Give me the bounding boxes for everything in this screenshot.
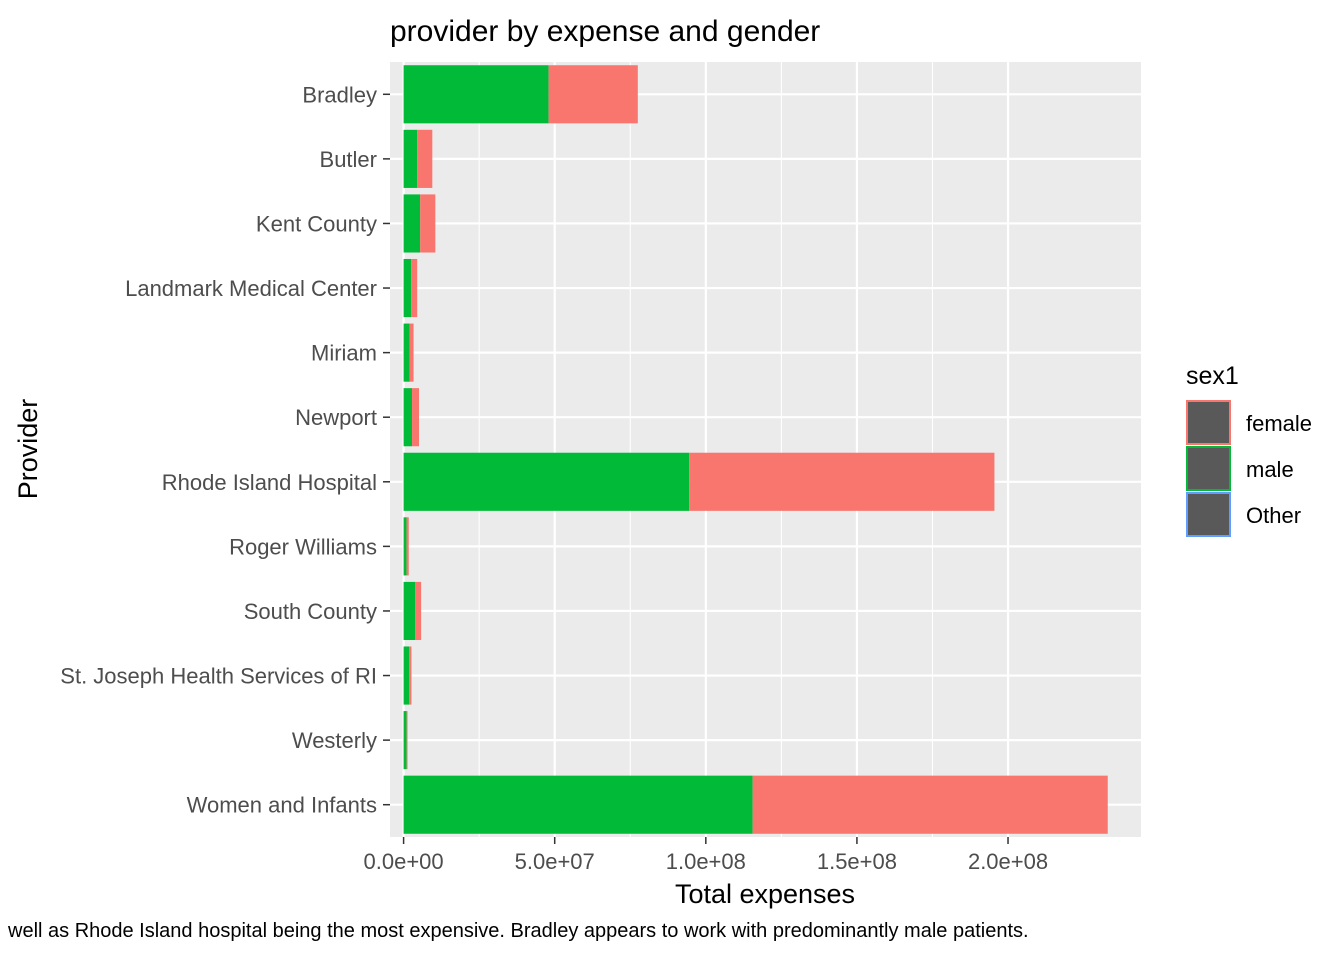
bar-female	[417, 129, 433, 188]
legend-label-male: male	[1246, 457, 1294, 482]
bar-male	[403, 258, 412, 318]
y-tick-label: Newport	[295, 405, 377, 430]
grid-lines	[390, 62, 1141, 837]
legend-label-female: female	[1246, 411, 1312, 436]
bar-male	[403, 452, 690, 511]
y-tick-label: Kent County	[256, 211, 377, 236]
bar-male	[403, 711, 407, 770]
bar-male	[403, 65, 549, 124]
legend: sex1 female male Other	[1186, 362, 1312, 537]
bars	[403, 65, 1108, 834]
y-tick-label: Women and Infants	[187, 793, 377, 818]
bar-female	[412, 388, 420, 447]
bar-male	[403, 581, 416, 641]
y-tick-label: Rhode Island Hospital	[162, 470, 377, 495]
x-tick-label: 2.0e+08	[968, 849, 1048, 874]
x-tick-label: 0.0e+00	[364, 849, 444, 874]
bar-female	[420, 194, 436, 253]
chart-title: provider by expense and gender	[390, 15, 820, 48]
bar-female	[406, 517, 409, 576]
legend-key-male	[1186, 446, 1231, 491]
legend-title: sex1	[1186, 362, 1239, 390]
x-tick-label: 1.0e+08	[666, 849, 746, 874]
bar-male	[403, 194, 421, 253]
legend-label-other: Other	[1246, 503, 1301, 528]
y-tick-label: South County	[244, 599, 377, 624]
bar-female	[409, 323, 414, 382]
bar-male	[403, 517, 407, 576]
bar-female	[415, 581, 422, 641]
y-tick-label: St. Joseph Health Services of RI	[60, 664, 377, 689]
bar-male	[403, 775, 753, 834]
bar-female	[752, 775, 1108, 834]
y-axis-label: Provider	[13, 399, 43, 500]
y-tick-label: Westerly	[292, 728, 377, 753]
bar-male	[403, 388, 413, 447]
legend-key-female	[1186, 400, 1231, 445]
bar-female	[409, 646, 412, 705]
bar-female	[689, 452, 995, 511]
caption-text: well as Rhode Island hospital being the …	[8, 920, 1029, 942]
x-axis-ticks: 0.0e+00 5.0e+07 1.0e+08 1.5e+08 2.0e+08	[364, 837, 1048, 874]
y-tick-label: Butler	[320, 147, 377, 172]
y-tick-label: Landmark Medical Center	[125, 276, 377, 301]
bar-male	[403, 646, 410, 705]
bar-chart: provider by expense and gender Women and…	[13, 15, 1312, 909]
x-axis-label: Total expenses	[675, 879, 855, 909]
bar-male	[403, 323, 410, 382]
bar-female	[548, 65, 638, 124]
y-axis-ticks: Women and Infants Westerly St. Joseph Heal…	[60, 82, 390, 818]
bar-male	[403, 129, 418, 188]
y-tick-label: Miriam	[311, 341, 377, 366]
legend-key-other	[1186, 492, 1231, 537]
x-tick-label: 5.0e+07	[515, 849, 595, 874]
bar-female	[406, 711, 408, 770]
x-tick-label: 1.5e+08	[817, 849, 897, 874]
bar-female	[411, 258, 418, 318]
y-tick-label: Roger Williams	[229, 534, 377, 559]
y-tick-label: Bradley	[302, 82, 377, 107]
plot-panel	[390, 62, 1141, 837]
